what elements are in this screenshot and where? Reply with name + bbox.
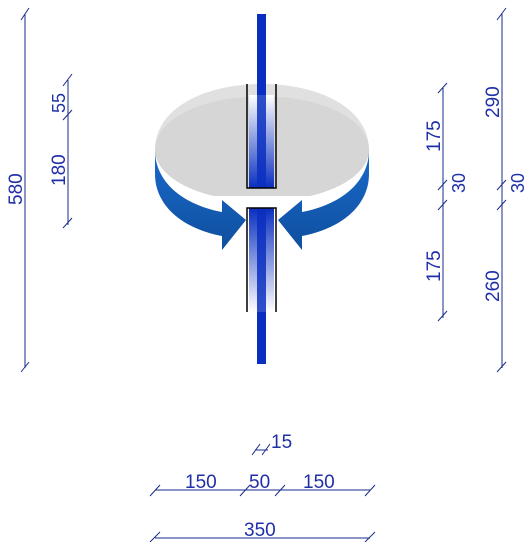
dim-right-inner-top: 175 [424, 120, 445, 152]
right-inner-dimension-chain: 175 30 175 [424, 82, 469, 322]
dim-right-outer-gap: 30 [508, 173, 528, 193]
dim-bottom-total: 350 [244, 520, 276, 541]
dim-right-outer-bottom: 260 [483, 270, 504, 302]
dim-right-outer-top: 290 [483, 86, 504, 118]
left-dimension-total: 580 [6, 7, 30, 373]
ring-back [155, 84, 369, 160]
dim-bottom-left: 150 [185, 472, 217, 493]
left-dimension-chain: 55 180 [49, 73, 73, 229]
column [246, 14, 277, 364]
arrow-right [278, 150, 369, 250]
column-upper-frame [246, 84, 277, 189]
dim-right-inner-gap: 30 [449, 173, 469, 193]
bottom-chain-dimension: 150 50 150 [149, 472, 376, 497]
bottom-total-dimension: 350 [149, 520, 376, 542]
dim-bottom-mid: 50 [249, 472, 270, 493]
right-outer-dimension-chain: 290 30 260 [483, 7, 528, 373]
dim-left-total: 580 [6, 173, 27, 205]
column-stem-bottom [257, 312, 266, 364]
column-lower-core [257, 208, 266, 312]
column-lower-frame [246, 207, 277, 312]
column-stem-top [257, 14, 266, 84]
dim-left-lower: 180 [49, 154, 70, 186]
bottom-small-dimension: 15 [251, 432, 292, 456]
dim-left-upper: 55 [49, 93, 69, 113]
dim-right-inner-bottom: 175 [424, 250, 445, 282]
column-upper-core [257, 84, 266, 188]
dim-bottom-right: 150 [303, 472, 335, 493]
dim-bottom-small: 15 [271, 432, 292, 453]
arrow-left [155, 150, 246, 250]
